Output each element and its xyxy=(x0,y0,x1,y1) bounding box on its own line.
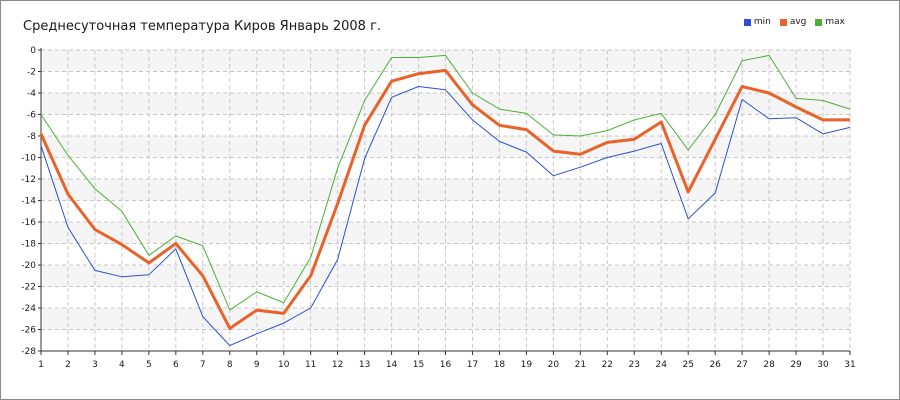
y-tick-label: -2 xyxy=(27,68,36,78)
grid-band xyxy=(41,93,850,115)
y-tick-label: -4 xyxy=(27,89,36,99)
legend-item-avg: avg xyxy=(779,17,807,27)
y-tick-label: -10 xyxy=(21,154,36,164)
grid-band xyxy=(41,114,850,136)
y-tick-label: -26 xyxy=(21,326,36,336)
x-tick-label: 9 xyxy=(254,360,260,370)
x-tick-label: 19 xyxy=(521,360,533,370)
x-tick-label: 27 xyxy=(736,360,747,370)
x-tick-label: 6 xyxy=(173,360,179,370)
legend-label-avg: avg xyxy=(789,17,807,27)
x-tick-label: 18 xyxy=(494,360,506,370)
grid xyxy=(40,49,851,352)
legend-label-min: min xyxy=(753,17,771,27)
grid-band xyxy=(41,71,850,93)
legend-swatch-max xyxy=(815,18,823,26)
legend: min avg max xyxy=(743,17,845,27)
y-tick-label: -16 xyxy=(21,218,36,228)
x-tick-label: 31 xyxy=(844,360,855,370)
tick-labels: 0-2-4-6-8-10-12-14-16-18-20-22-24-26-281… xyxy=(21,46,855,370)
grid-band xyxy=(41,157,850,179)
x-tick-label: 30 xyxy=(817,360,829,370)
x-tick-label: 20 xyxy=(548,360,560,370)
y-tick-label: -12 xyxy=(21,175,36,185)
series-line-min xyxy=(40,86,851,347)
x-tick-label: 13 xyxy=(359,360,370,370)
x-tick-label: 15 xyxy=(413,360,424,370)
y-tick-label: -18 xyxy=(21,240,36,250)
series-line-avg xyxy=(39,68,850,330)
x-tick-label: 26 xyxy=(709,360,721,370)
legend-item-min: min xyxy=(743,17,771,27)
x-tick-label: 1 xyxy=(38,360,44,370)
y-tick-label: -6 xyxy=(27,111,36,121)
x-tick-label: 16 xyxy=(440,360,452,370)
y-tick-label: -28 xyxy=(21,347,36,357)
x-tick-label: 21 xyxy=(575,360,586,370)
legend-item-max: max xyxy=(815,17,845,27)
y-tick-label: -20 xyxy=(21,261,36,271)
x-tick-label: 10 xyxy=(278,360,290,370)
x-tick-label: 17 xyxy=(467,360,478,370)
x-tick-label: 5 xyxy=(146,360,152,370)
x-tick-label: 7 xyxy=(200,360,206,370)
y-tick-label: -22 xyxy=(21,283,36,293)
x-tick-label: 22 xyxy=(602,360,613,370)
chart-title: Среднесуточная температура Киров Январь … xyxy=(23,19,382,34)
y-tick-label: -8 xyxy=(27,132,36,142)
legend-swatch-avg xyxy=(779,18,787,26)
legend-label-max: max xyxy=(825,17,845,27)
x-tick-label: 3 xyxy=(92,360,98,370)
x-tick-label: 29 xyxy=(790,360,802,370)
series-lines xyxy=(39,54,851,347)
y-tick-label: -24 xyxy=(21,304,36,314)
grid-band xyxy=(41,136,850,158)
y-tick-label: -14 xyxy=(21,197,36,207)
x-tick-label: 24 xyxy=(656,360,668,370)
x-tick-label: 28 xyxy=(763,360,775,370)
axes xyxy=(38,48,851,355)
x-tick-label: 23 xyxy=(629,360,640,370)
x-tick-label: 25 xyxy=(682,360,693,370)
x-tick-label: 2 xyxy=(65,360,71,370)
x-tick-label: 8 xyxy=(227,360,233,370)
y-tick-label: 0 xyxy=(30,46,36,56)
x-tick-label: 4 xyxy=(119,360,125,370)
x-tick-label: 11 xyxy=(305,360,316,370)
grid-band xyxy=(41,179,850,201)
x-tick-label: 14 xyxy=(386,360,398,370)
series-line-max xyxy=(40,54,851,311)
legend-swatch-min xyxy=(743,18,751,26)
x-tick-label: 12 xyxy=(332,360,343,370)
